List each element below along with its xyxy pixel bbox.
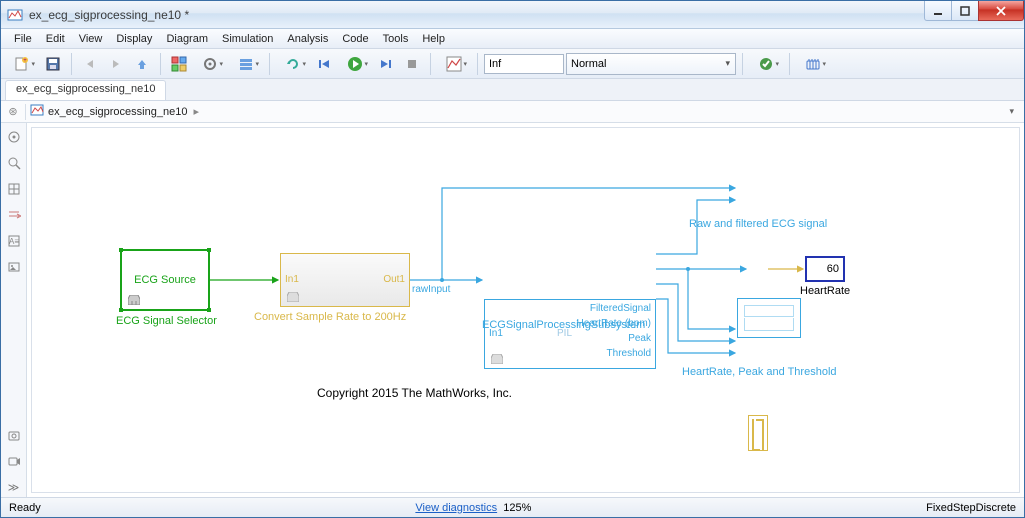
zoom-level: 125% — [503, 502, 531, 514]
canvas-wrap: ECG Source ECG Signal Selector In1 Out1 … — [27, 123, 1024, 497]
block-proc-label: ECGSignalProcessingSubsystem — [482, 319, 645, 331]
display-value: 60 — [827, 263, 839, 275]
status-ready: Ready — [9, 502, 41, 514]
simulation-stop-time-input[interactable] — [484, 54, 564, 74]
toggle-perspective-button[interactable]: ≫ — [4, 477, 24, 497]
port-out1: Out1 — [383, 274, 405, 285]
record-button[interactable] — [4, 451, 24, 471]
stop-button[interactable] — [400, 52, 424, 76]
block-ecg-source[interactable]: ECG Source — [120, 249, 210, 311]
menu-analysis[interactable]: Analysis — [280, 32, 335, 46]
port-peak: Peak — [628, 333, 651, 344]
model-explorer-button[interactable] — [229, 52, 263, 76]
svg-text:A≡: A≡ — [8, 237, 18, 246]
breadcrumb-bar: ⊛ ex_ecg_sigprocessing_ne10 ▸ ▾ — [1, 101, 1024, 123]
model-tab-label: ex_ecg_sigprocessing_ne10 — [16, 83, 155, 95]
window-buttons — [925, 1, 1024, 21]
port-threshold: Threshold — [607, 348, 651, 359]
port-filtered: FilteredSignal — [590, 303, 651, 314]
canvas[interactable]: ECG Source ECG Signal Selector In1 Out1 … — [31, 127, 1020, 493]
palette-bar: A≡ ≫ — [1, 123, 27, 497]
model-icon — [30, 103, 44, 120]
titlebar: ex_ecg_sigprocessing_ne10 * — [1, 1, 1024, 29]
step-forward-button[interactable] — [374, 52, 398, 76]
fit-to-view-button[interactable] — [4, 179, 24, 199]
menu-help[interactable]: Help — [415, 32, 452, 46]
view-diagnostics-link[interactable]: View diagnostics — [415, 502, 497, 514]
disk-icon — [287, 292, 299, 302]
breadcrumb-dropdown[interactable]: ▾ — [1009, 106, 1014, 117]
menu-code[interactable]: Code — [335, 32, 375, 46]
toolbar: + Normal — [1, 49, 1024, 79]
maximize-button[interactable] — [951, 1, 979, 21]
model-tab[interactable]: ex_ecg_sigprocessing_ne10 — [5, 80, 166, 100]
block-heartrate-display[interactable]: 60 — [805, 256, 845, 282]
new-model-button[interactable]: + — [5, 52, 39, 76]
menu-simulation[interactable]: Simulation — [215, 32, 280, 46]
block-convert-rate[interactable]: In1 Out1 — [280, 253, 410, 307]
simulation-mode-select[interactable]: Normal — [566, 53, 736, 75]
menu-edit[interactable]: Edit — [39, 32, 72, 46]
signal-rawinput-label: rawInput — [412, 284, 450, 295]
minimize-button[interactable] — [924, 1, 952, 21]
block-ecg-source-label: ECG Signal Selector — [116, 315, 217, 327]
scope2-label: HeartRate, Peak and Threshold — [682, 366, 837, 378]
menubar: File Edit View Display Diagram Simulatio… — [1, 29, 1024, 49]
menu-display[interactable]: Display — [109, 32, 159, 46]
status-bar: Ready View diagnostics 125% FixedStepDis… — [1, 497, 1024, 517]
deploy-button[interactable] — [796, 52, 830, 76]
hide-browser-button[interactable] — [4, 127, 24, 147]
chevron-right-icon: ▸ — [193, 105, 199, 118]
app-icon — [7, 7, 23, 23]
scope1-label: Raw and filtered ECG signal — [689, 218, 827, 230]
block-processing-subsystem[interactable]: In1 PIL FilteredSignal HeartRate (bpm) P… — [484, 299, 656, 369]
window-title: ex_ecg_sigprocessing_ne10 * — [29, 8, 925, 22]
up-button[interactable] — [130, 52, 154, 76]
block-rate-transition[interactable] — [748, 415, 768, 451]
model-config-button[interactable] — [193, 52, 227, 76]
block-convert-label: Convert Sample Rate to 200Hz — [254, 311, 406, 323]
screenshot-button[interactable] — [4, 425, 24, 445]
back-button[interactable] — [78, 52, 102, 76]
simulation-data-inspector-button[interactable] — [437, 52, 471, 76]
save-button[interactable] — [41, 52, 65, 76]
image-button[interactable] — [4, 257, 24, 277]
disk-icon — [491, 354, 503, 364]
simulation-mode-label: Normal — [571, 58, 606, 70]
breadcrumb-model-name: ex_ecg_sigprocessing_ne10 — [48, 106, 187, 118]
run-button[interactable] — [338, 52, 372, 76]
menu-view[interactable]: View — [72, 32, 110, 46]
zoom-button[interactable] — [4, 153, 24, 173]
disk-icon — [128, 295, 140, 305]
solver-label: FixedStepDiscrete — [906, 502, 1016, 514]
copyright-text: Copyright 2015 The MathWorks, Inc. — [317, 386, 512, 400]
menu-tools[interactable]: Tools — [376, 32, 416, 46]
menu-diagram[interactable]: Diagram — [159, 32, 215, 46]
build-button[interactable] — [749, 52, 783, 76]
work-area: A≡ ≫ — [1, 123, 1024, 497]
close-button[interactable] — [978, 1, 1024, 21]
app-window: ex_ecg_sigprocessing_ne10 * File Edit Vi… — [0, 0, 1025, 518]
port-in1: In1 — [285, 274, 299, 285]
svg-text:+: + — [23, 58, 27, 64]
menu-file[interactable]: File — [7, 32, 39, 46]
toggle-sample-time-button[interactable] — [4, 205, 24, 225]
breadcrumb-collapse-button[interactable]: ⊛ — [5, 104, 21, 120]
step-back-button[interactable] — [312, 52, 336, 76]
update-diagram-button[interactable] — [276, 52, 310, 76]
display-label: HeartRate — [800, 285, 850, 297]
block-ecg-source-text: ECG Source — [134, 274, 196, 286]
tab-bar: ex_ecg_sigprocessing_ne10 — [1, 79, 1024, 101]
breadcrumb-root[interactable]: ex_ecg_sigprocessing_ne10 ▸ — [30, 103, 199, 120]
block-scope-raw-filtered[interactable] — [737, 298, 801, 338]
library-browser-button[interactable] — [167, 52, 191, 76]
forward-button[interactable] — [104, 52, 128, 76]
annotation-button[interactable]: A≡ — [4, 231, 24, 251]
